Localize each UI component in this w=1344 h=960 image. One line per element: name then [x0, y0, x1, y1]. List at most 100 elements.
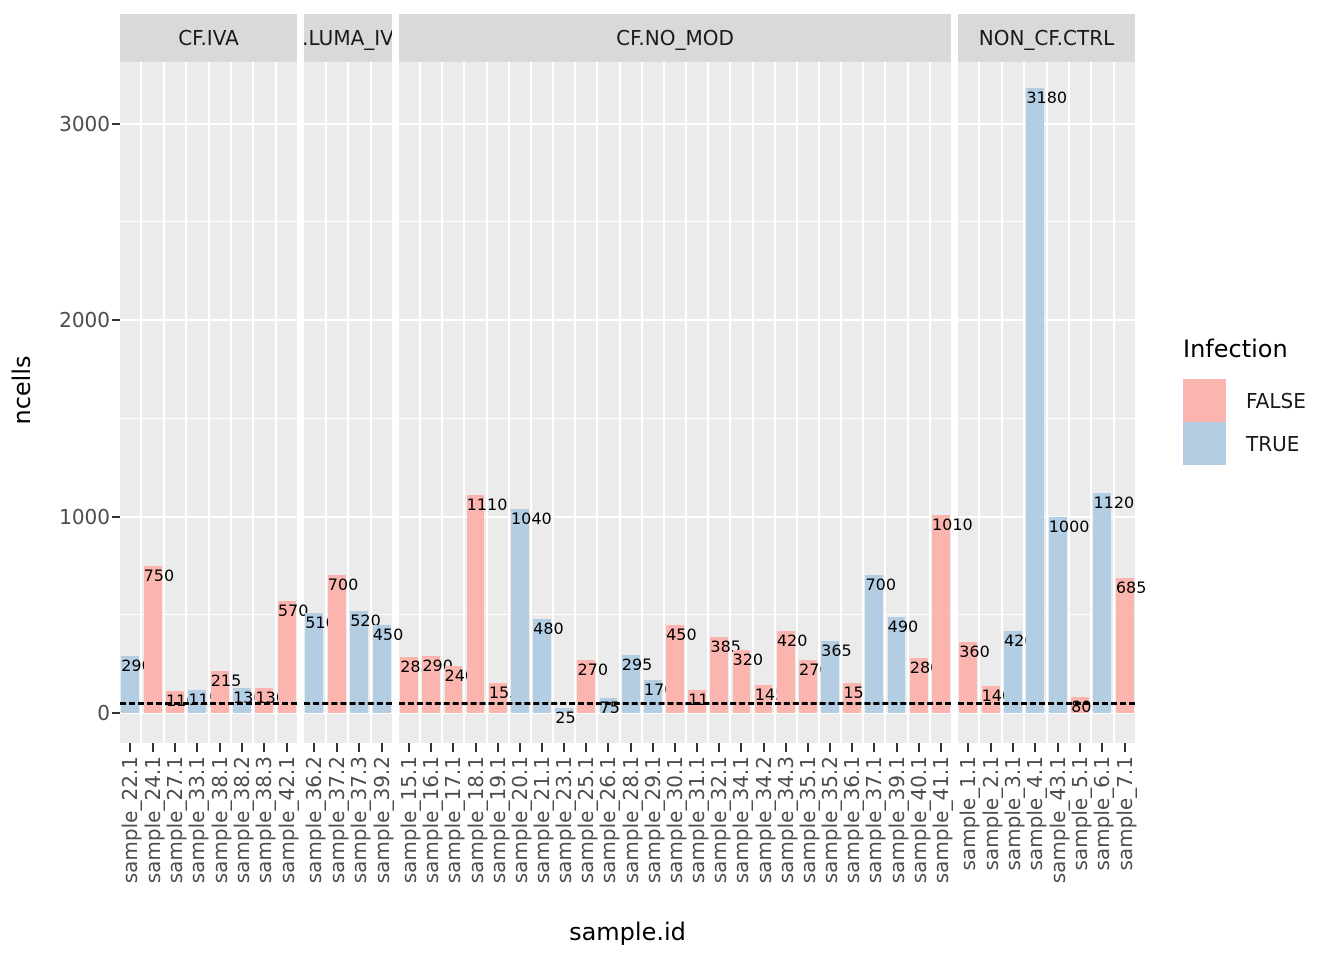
x-tick-cell: [327, 743, 348, 753]
x-tick-label: sample_38.3: [252, 756, 277, 884]
x-tick-mark: [380, 743, 383, 752]
x-tick-label: sample_31.1: [685, 756, 710, 884]
bar: 295: [621, 655, 652, 713]
x-tick-mark: [651, 743, 654, 752]
x-label-cell: sample_43.1: [1045, 756, 1070, 926]
bar: 420: [1003, 630, 1035, 713]
x-tick-cell: [820, 743, 840, 753]
bar: 75: [599, 698, 620, 718]
x-tick-cell: [421, 743, 441, 753]
x-label-cell: sample_34.1: [729, 756, 753, 926]
x-tick-mark: [989, 743, 992, 752]
category-slot: 385: [709, 62, 741, 743]
major-gridline: [304, 319, 392, 321]
x-label-cell: sample_22.1: [118, 756, 142, 926]
y-tick-label: 3000: [59, 111, 110, 136]
x-tick-label: sample_28.1: [618, 756, 643, 884]
x-label-cell: sample_25.1: [574, 756, 598, 926]
x-tick-cell: [754, 743, 774, 753]
x-tick-label: sample_43.1: [1045, 756, 1070, 884]
x-label-cell: sample_15.1: [397, 756, 422, 926]
minor-gridline: [304, 221, 392, 223]
x-tick-label: sample_38.1: [207, 756, 232, 884]
x-tick-label: sample_1.1: [956, 756, 981, 871]
bar: 685: [1115, 578, 1146, 713]
bar: 450: [372, 624, 403, 713]
x-label-cell: sample_27.1: [163, 756, 187, 926]
x-tick-label: sample_6.1: [1090, 756, 1115, 871]
x-label-cell: sample_35.1: [796, 756, 820, 926]
minor-gridline: [120, 417, 297, 419]
facet-strip: CF.NO_MOD: [399, 14, 951, 62]
x-tick-mark: [696, 743, 699, 752]
x-label-cell: sample_24.1: [141, 756, 165, 926]
x-tick-mark: [151, 743, 154, 752]
facet-strip: NON_CF.CTRL: [958, 14, 1135, 62]
x-label-cell: sample_36.2: [302, 756, 326, 926]
category-slot: 240: [443, 62, 475, 743]
bar: 320: [732, 650, 763, 713]
category-slot: 450: [371, 62, 403, 743]
x-tick-mark: [629, 743, 632, 752]
bar: 1000: [1048, 516, 1089, 713]
major-gridline: [958, 319, 1135, 321]
legend: Infection FALSE TRUE: [1183, 335, 1343, 465]
x-label-cell: sample_21.1: [530, 756, 554, 926]
bar: 1120: [1093, 492, 1134, 713]
y-tick-mark: [112, 515, 120, 518]
bar: 280: [909, 658, 940, 713]
bar: 700: [865, 575, 896, 713]
x-tick-cell: [598, 743, 618, 753]
major-gridline: [958, 712, 1135, 714]
x-tick-mark: [1011, 743, 1014, 752]
x-tick-label: sample_36.1: [840, 756, 865, 884]
bar: 570: [277, 601, 308, 713]
minor-gridline: [399, 417, 951, 419]
bar: 520: [350, 610, 381, 713]
x-tick-label: sample_32.1: [707, 756, 732, 884]
category-slot: 420: [775, 62, 807, 743]
x-tick-label: sample_35.2: [818, 756, 843, 884]
bar: 360: [959, 642, 990, 713]
x-label-cell: sample_37.2: [325, 756, 349, 926]
major-gridline: [304, 122, 392, 125]
x-tick-cell: [1092, 743, 1112, 753]
category-slot: 570: [276, 62, 308, 743]
x-tick-mark: [408, 743, 411, 752]
bar: 3180: [1026, 88, 1067, 713]
x-tick-label: sample_17.1: [441, 756, 466, 884]
x-tick-label: sample_4.1: [1023, 756, 1048, 871]
category-slot: 365: [819, 62, 852, 743]
category-slot: 215: [209, 62, 241, 743]
x-tick-cell: [349, 743, 370, 753]
legend-label-false: FALSE: [1246, 388, 1306, 413]
category-slot: 170: [642, 62, 674, 743]
x-tick-mark: [718, 743, 721, 752]
facet-panel: 510 700 520 450: [304, 62, 403, 743]
category-slot: 490: [886, 62, 918, 743]
x-tick-label: sample_15.1: [397, 756, 422, 884]
x-axis-title: sample.id: [569, 918, 686, 946]
category-slot: 320: [731, 62, 763, 743]
x-label-cell: sample_31.1: [685, 756, 710, 926]
x-tick-cell: [864, 743, 884, 753]
x-tick-label: sample_29.1: [640, 756, 665, 884]
x-tick-mark: [541, 743, 544, 752]
bar: 420: [776, 630, 807, 713]
x-tick-cell: [909, 743, 929, 753]
x-tick-label: sample_37.3: [347, 756, 372, 884]
x-tick-mark: [784, 743, 787, 752]
minor-gridline: [958, 221, 1135, 223]
category-slot: 1120: [1092, 62, 1134, 743]
facet-panel: 290 750 110 115 215 130 130 570: [120, 62, 308, 743]
bar: 80: [1071, 697, 1092, 717]
x-label-cell: sample_19.1: [486, 756, 510, 926]
bar: 215: [210, 670, 241, 713]
x-label-cell: sample_42.1: [275, 756, 299, 926]
x-tick-mark: [873, 743, 876, 752]
category-slot: 420: [1002, 62, 1035, 743]
x-tick-mark: [1034, 743, 1037, 752]
x-tick-label: sample_33.1: [185, 756, 210, 884]
y-tick-label: 0: [97, 701, 110, 725]
x-label-cell: sample_29.1: [640, 756, 665, 926]
